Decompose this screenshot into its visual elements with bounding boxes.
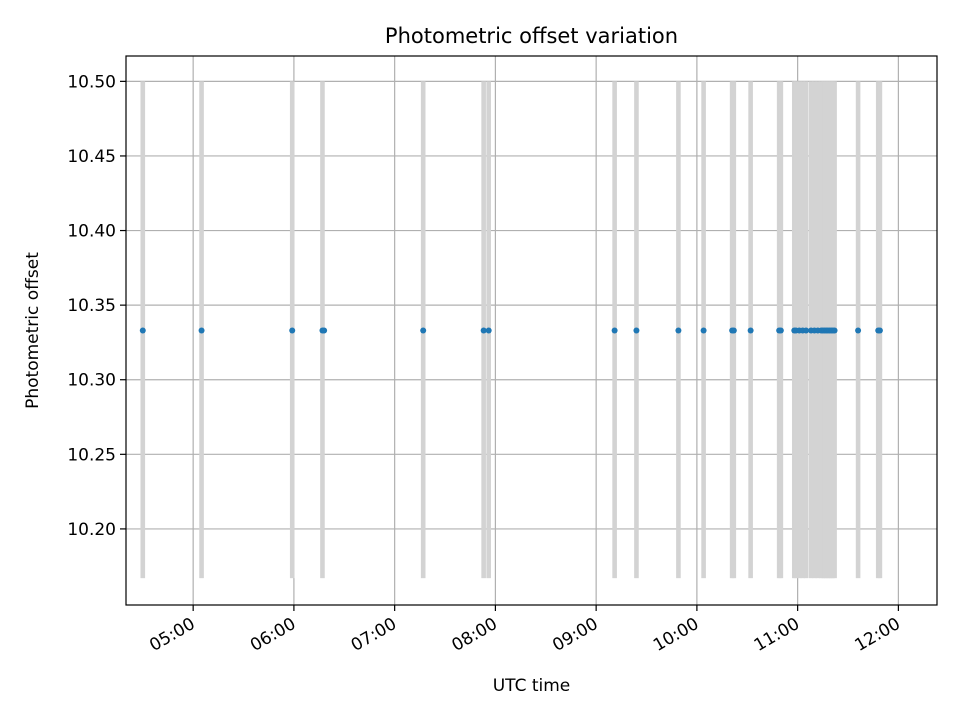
data-point [480,327,487,334]
data-points [139,327,883,334]
y-axis-label: Photometric offset [23,252,43,409]
data-point [803,327,810,334]
data-point [198,327,205,334]
data-point [700,327,707,334]
data-point [420,327,427,334]
y-axis-ticks: 10.20 10.25 10.30 10.35 10.40 10.45 10.50 [67,72,126,540]
x-axis-label: UTC time [493,676,571,696]
y-tick-label: 10.40 [67,222,116,242]
data-point [289,327,296,334]
y-tick-label: 10.45 [67,147,116,167]
data-point [876,327,883,334]
y-tick-label: 10.25 [67,445,116,465]
chart-title: Photometric offset variation [385,24,678,48]
data-point [139,327,146,334]
y-tick-label: 10.20 [67,520,116,540]
data-point [611,327,618,334]
data-point [485,327,492,334]
plot-frame [125,55,938,606]
y-tick-label: 10.35 [67,296,116,316]
data-point [633,327,640,334]
y-tick-label: 10.30 [67,371,116,391]
data-point [730,327,737,334]
data-point [675,327,682,334]
data-point [321,327,328,334]
data-point [777,327,784,334]
data-point [855,327,862,334]
y-tick-label: 10.50 [67,72,116,92]
data-point [831,327,838,334]
data-point [747,327,754,334]
